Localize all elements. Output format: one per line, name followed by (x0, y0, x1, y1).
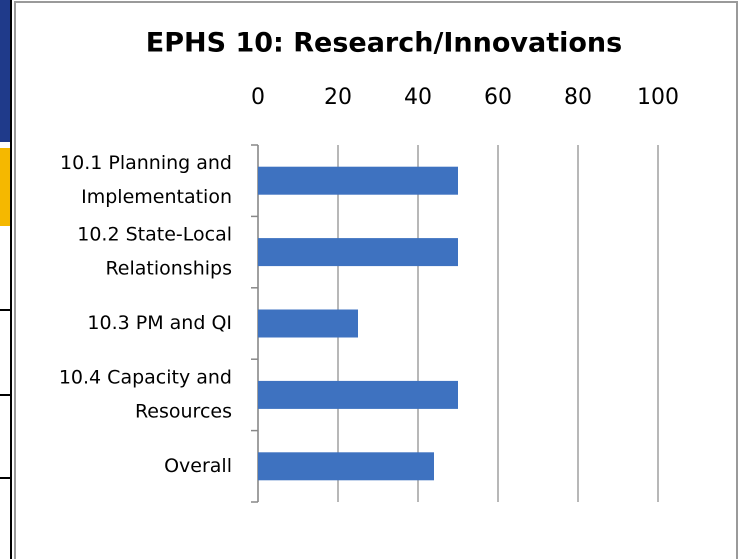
y-tick-label: Implementation (81, 186, 232, 208)
x-tick-label: 20 (324, 85, 352, 110)
bar (258, 309, 358, 338)
side-cell-yellow (0, 148, 12, 226)
chart-title: EPHS 10: Research/Innovations (146, 28, 622, 59)
bar (258, 452, 434, 481)
y-tick-label: 10.4 Capacity and (59, 366, 232, 388)
y-tick-label: Relationships (105, 258, 232, 280)
y-tick-label: Overall (164, 455, 232, 477)
y-tick-label: 10.2 State-Local (77, 224, 232, 246)
x-tick-label: 40 (404, 85, 432, 110)
x-tick-label: 60 (484, 85, 512, 110)
side-cell-navy (0, 0, 12, 142)
x-tick-label: 0 (251, 85, 265, 110)
bar (258, 380, 458, 409)
y-tick-label: 10.1 Planning and (60, 152, 232, 174)
x-tick-label: 100 (637, 85, 679, 110)
y-tick-label: Resources (135, 400, 232, 422)
x-tick-label: 80 (564, 85, 592, 110)
bar (258, 166, 458, 195)
bar (258, 238, 458, 267)
y-tick-label: 10.3 PM and QI (87, 312, 232, 334)
